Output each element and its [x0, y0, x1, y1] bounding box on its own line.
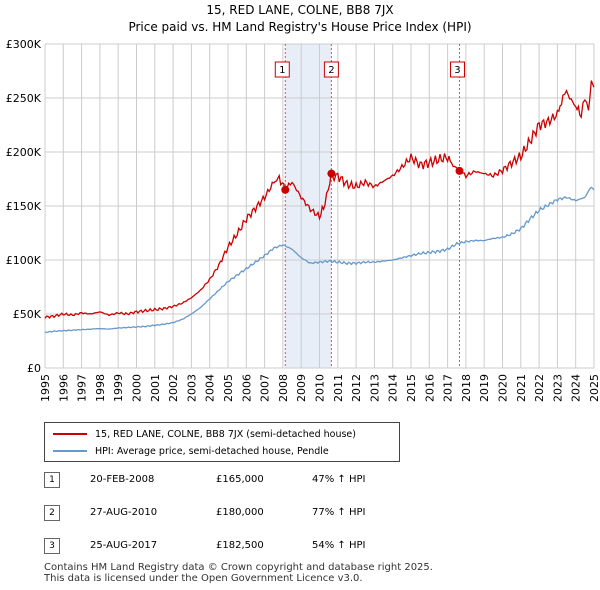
sale-labels: 1 2 3: [274, 61, 465, 78]
x-tick-label: 1996: [57, 374, 70, 402]
y-tick-label: £50K: [13, 308, 42, 321]
x-tick-label: 2003: [185, 374, 198, 402]
x-tick-label: 2023: [551, 374, 564, 402]
sale-row: 2 27-AUG-2010 £180,000 77% ↑ HPI: [44, 505, 404, 523]
y-axis-ticks: £0 £50K £100K £150K £200K £250K £300K: [6, 38, 42, 375]
sale-price: £180,000: [216, 507, 264, 518]
x-tick-label: 2009: [295, 374, 308, 402]
sale-markers-lines: [284, 44, 460, 368]
x-tick-label: 2017: [442, 374, 455, 402]
legend-item-property: 15, RED LANE, COLNE, BB8 7JX (semi-detac…: [53, 427, 356, 441]
x-tick-label: 2002: [167, 374, 180, 402]
legend-swatch-property: [53, 433, 87, 435]
x-tick-label: 2018: [460, 374, 473, 402]
x-tick-label: 2015: [405, 374, 418, 402]
legend-label-hpi: HPI: Average price, semi-detached house,…: [95, 445, 329, 457]
legend-label-property: 15, RED LANE, COLNE, BB8 7JX (semi-detac…: [95, 428, 356, 440]
x-tick-label: 2016: [423, 374, 436, 402]
sale-label-box: [449, 61, 465, 78]
x-axis-ticks: 1995 1996 1997 1998 1999 2000 2001 2002 2003 2004…: [39, 374, 600, 402]
x-tick-label: 2005: [222, 374, 235, 402]
footer-line1: Contains HM Land Registry data © Crown c…: [44, 562, 433, 573]
x-tick-label: 2020: [497, 374, 510, 402]
x-tick-label: 2001: [149, 374, 162, 402]
series-line-property: [44, 80, 595, 320]
sale-points: [281, 166, 464, 194]
x-tick-label: 1995: [39, 374, 52, 402]
x-tick-label: 2013: [368, 374, 381, 402]
sale-label-text: 3: [454, 65, 460, 76]
y-tick-label: £200K: [6, 146, 42, 159]
sale-label-box: [323, 61, 339, 78]
series-line-hpi: [44, 186, 595, 334]
chart-title: 15, RED LANE, COLNE, BB8 7JX Price paid …: [0, 2, 600, 36]
legend: 15, RED LANE, COLNE, BB8 7JX (semi-detac…: [44, 422, 400, 462]
sale-label-text: 1: [279, 65, 285, 76]
sale-point: [327, 169, 336, 178]
sale-price: £165,000: [216, 474, 264, 485]
x-tick-label: 2012: [350, 374, 363, 402]
x-tick-label: 2019: [478, 374, 491, 402]
y-tick-label: £300K: [6, 38, 42, 51]
x-tick-label: 2014: [387, 374, 400, 402]
x-tick-label: 2011: [332, 374, 345, 402]
sale-hpi-change: 77% ↑ HPI: [312, 507, 366, 518]
sale-point: [281, 185, 290, 194]
y-tick-label: £150K: [6, 200, 42, 213]
chart-title-line1: 15, RED LANE, COLNE, BB8 7JX: [206, 3, 394, 17]
sale-hpi-change: 54% ↑ HPI: [312, 540, 366, 551]
sale-point: [455, 166, 464, 175]
sale-row: 3 25-AUG-2017 £182,500 54% ↑ HPI: [44, 538, 404, 556]
x-tick-label: 2010: [314, 374, 327, 402]
price-chart: 1 2 3 £0 £50K £100K £150K £200K £250K £300K 1995…: [6, 38, 600, 402]
sale-date: 20-FEB-2008: [90, 474, 155, 485]
x-tick-label: 2022: [533, 374, 546, 402]
x-tick-label: 1999: [112, 374, 125, 402]
sale-label-text: 2: [328, 65, 334, 76]
x-tick-label: 2008: [277, 374, 290, 402]
chart-title-line2: Price paid vs. HM Land Registry's House …: [128, 20, 472, 34]
x-tick-label: 2007: [259, 374, 272, 402]
y-tick-label: £100K: [6, 254, 42, 267]
sale-hpi-change: 47% ↑ HPI: [312, 474, 366, 485]
sale-date: 27-AUG-2010: [90, 507, 158, 518]
grid: [44, 43, 595, 369]
x-tick-label: 1997: [76, 374, 89, 402]
y-tick-label: £250K: [6, 92, 42, 105]
sale-number-badge: 1: [44, 472, 60, 488]
sale-label-box: [274, 61, 290, 78]
footer-line2: This data is licensed under the Open Gov…: [44, 573, 363, 584]
legend-item-hpi: HPI: Average price, semi-detached house,…: [53, 444, 329, 458]
legend-swatch-hpi: [53, 450, 87, 452]
x-tick-label: 1998: [94, 374, 107, 402]
sale-date: 25-AUG-2017: [90, 540, 158, 551]
sale-price: £182,500: [216, 540, 264, 551]
x-tick-label: 2021: [515, 374, 528, 402]
x-tick-label: 2024: [570, 374, 583, 402]
x-tick-label: 2006: [240, 374, 253, 402]
sale-number-badge: 2: [44, 505, 60, 521]
footer-attribution: Contains HM Land Registry data © Crown c…: [44, 562, 564, 584]
x-tick-label: 2004: [204, 374, 217, 402]
sale-row: 1 20-FEB-2008 £165,000 47% ↑ HPI: [44, 472, 404, 490]
series: [44, 80, 595, 334]
sale-number-badge: 3: [44, 538, 60, 554]
x-tick-label: 2025: [588, 374, 600, 402]
y-tick-label: £0: [27, 362, 41, 375]
x-tick-label: 2000: [131, 374, 144, 402]
